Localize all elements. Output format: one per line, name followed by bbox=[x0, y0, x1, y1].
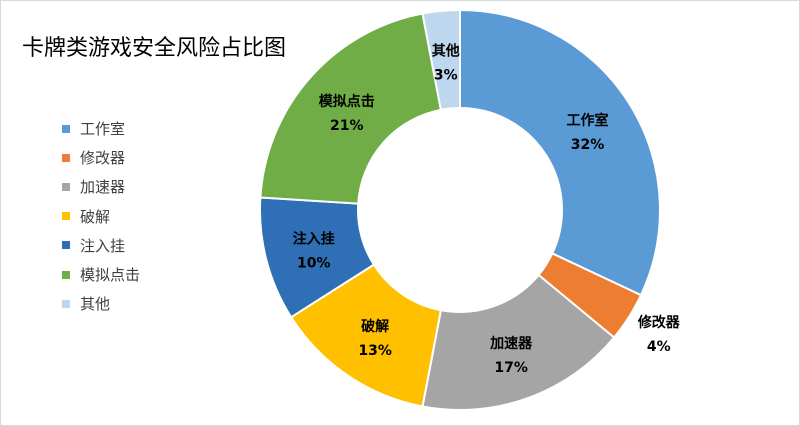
legend-label: 模拟点击 bbox=[80, 266, 141, 285]
legend-item: 修改器 bbox=[62, 143, 140, 172]
legend-swatch bbox=[62, 299, 70, 308]
legend-label: 修改器 bbox=[80, 149, 126, 168]
legend-item: 注入挂 bbox=[62, 231, 140, 260]
legend-item: 工作室 bbox=[62, 114, 140, 143]
legend-item: 其他 bbox=[62, 289, 140, 318]
legend-swatch bbox=[62, 124, 70, 133]
slice-category-label: 破解 bbox=[361, 318, 389, 335]
legend-label: 工作室 bbox=[80, 120, 126, 139]
legend-swatch bbox=[62, 182, 70, 191]
slice-category-label: 修改器 bbox=[637, 314, 681, 331]
slice-value-label: 4% bbox=[647, 339, 671, 355]
donut-slice bbox=[459, 8, 661, 297]
slice-value-label: 13% bbox=[358, 343, 392, 359]
chart-title: 卡牌类游戏安全风险占比图 bbox=[22, 36, 287, 61]
legend-item: 模拟点击 bbox=[62, 260, 140, 289]
slice-value-label: 3% bbox=[434, 68, 458, 84]
slice-value-label: 10% bbox=[297, 256, 331, 272]
slice-value-label: 17% bbox=[494, 360, 528, 376]
legend-item: 破解 bbox=[62, 202, 140, 231]
slice-value-label: 32% bbox=[571, 137, 605, 153]
slice-category-label: 其他 bbox=[432, 43, 460, 60]
legend-label: 注入挂 bbox=[80, 236, 126, 255]
legend-label: 加速器 bbox=[80, 178, 126, 197]
legend-item: 加速器 bbox=[62, 172, 140, 201]
legend-swatch bbox=[62, 270, 70, 279]
slice-category-label: 注入挂 bbox=[293, 231, 335, 248]
legend-swatch bbox=[62, 212, 70, 221]
donut-slice bbox=[421, 8, 461, 111]
slice-category-label: 模拟点击 bbox=[319, 93, 375, 110]
legend-label: 其他 bbox=[80, 295, 111, 314]
donut-slice bbox=[259, 12, 443, 205]
slice-category-label: 加速器 bbox=[489, 335, 533, 352]
legend-label: 破解 bbox=[80, 207, 111, 226]
legend-swatch bbox=[62, 241, 70, 250]
legend-swatch bbox=[62, 153, 70, 162]
donut-slice bbox=[421, 273, 616, 411]
slice-category-label: 工作室 bbox=[566, 112, 608, 129]
slice-value-label: 21% bbox=[330, 118, 364, 134]
chart-legend: 工作室修改器加速器破解注入挂模拟点击其他 bbox=[62, 114, 140, 318]
